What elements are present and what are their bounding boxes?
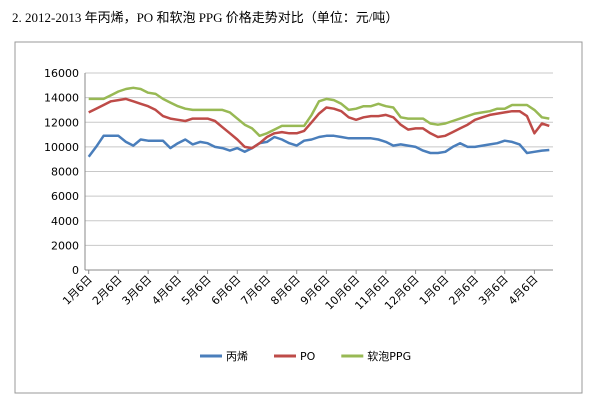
legend-label: PO — [300, 350, 316, 363]
x-tick-label: 1月6日 — [417, 273, 452, 308]
y-tick-label: 2000 — [51, 239, 79, 252]
x-tick-label: 3月6日 — [120, 273, 155, 308]
x-tick-label: 3月6日 — [476, 273, 511, 308]
x-tick-label: 8月6日 — [268, 273, 303, 308]
y-tick-label: 6000 — [51, 190, 79, 203]
y-tick-label: 10000 — [44, 141, 79, 154]
y-tick-label: 8000 — [51, 166, 79, 179]
x-tick-label: 4月6日 — [506, 273, 541, 308]
x-tick-label: 4月6日 — [149, 273, 184, 308]
y-tick-label: 16000 — [44, 67, 79, 80]
x-tick-label: 2月6日 — [446, 273, 481, 308]
x-tick-label: 2月6日 — [90, 273, 125, 308]
series-line — [88, 86, 550, 138]
series-line — [87, 134, 550, 158]
x-tick-label: 5月6日 — [179, 273, 214, 308]
chart-frame — [14, 41, 583, 394]
y-tick-label: 14000 — [44, 92, 79, 105]
y-tick-label: 0 — [72, 264, 79, 277]
y-tick-label: 12000 — [44, 116, 79, 129]
legend-label: 软泡PPG — [367, 349, 411, 363]
chart-title: 2. 2012-2013 年丙烯，PO 和软泡 PPG 价格走势对比（单位：元/… — [12, 10, 398, 25]
series-line — [88, 97, 550, 150]
y-tick-label: 4000 — [51, 215, 79, 228]
x-tick-label: 7月6日 — [238, 273, 273, 308]
x-tick-label: 6月6日 — [209, 273, 244, 308]
legend-label: 丙烯 — [226, 350, 248, 363]
x-tick-label: 1月6日 — [60, 273, 95, 308]
